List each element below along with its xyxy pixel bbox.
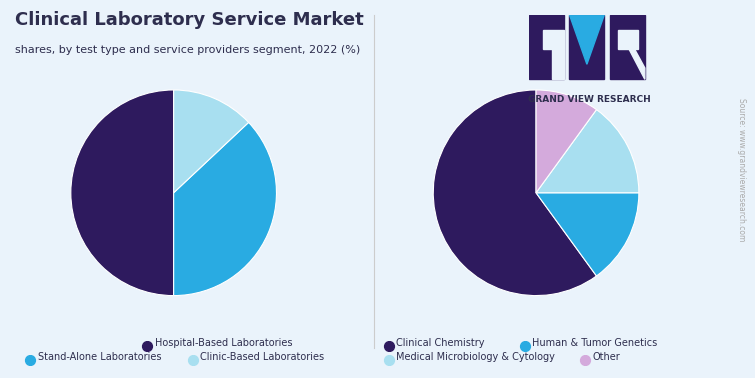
Wedge shape bbox=[536, 193, 639, 276]
Wedge shape bbox=[174, 90, 248, 193]
Text: Clinical Chemistry: Clinical Chemistry bbox=[396, 338, 485, 348]
Wedge shape bbox=[536, 110, 639, 193]
Text: Medical Microbiology & Cytology: Medical Microbiology & Cytology bbox=[396, 352, 555, 362]
Bar bbox=[528, 15, 563, 79]
Text: Other: Other bbox=[593, 352, 621, 362]
Text: shares, by test type and service providers segment, 2022 (%): shares, by test type and service provide… bbox=[15, 45, 360, 55]
Text: Human & Tumor Genetics: Human & Tumor Genetics bbox=[532, 338, 658, 348]
Bar bbox=[544, 30, 563, 49]
Text: Clinical Laboratory Service Market: Clinical Laboratory Service Market bbox=[15, 11, 364, 29]
Wedge shape bbox=[71, 90, 174, 296]
Point bbox=[383, 343, 395, 349]
Point bbox=[519, 343, 531, 349]
Bar bbox=[610, 15, 645, 79]
Point bbox=[141, 343, 153, 349]
Text: Source: www.grandviewresearch.com: Source: www.grandviewresearch.com bbox=[737, 98, 746, 242]
Point bbox=[186, 357, 199, 363]
Wedge shape bbox=[536, 90, 596, 193]
Bar bbox=[618, 30, 638, 49]
Polygon shape bbox=[569, 15, 604, 64]
Polygon shape bbox=[629, 49, 645, 79]
Bar bbox=[552, 49, 563, 79]
Point bbox=[24, 357, 36, 363]
Text: GRAND VIEW RESEARCH: GRAND VIEW RESEARCH bbox=[528, 94, 652, 104]
Text: Stand-Alone Laboratories: Stand-Alone Laboratories bbox=[38, 352, 162, 362]
Point bbox=[579, 357, 591, 363]
Point bbox=[383, 357, 395, 363]
Text: Hospital-Based Laboratories: Hospital-Based Laboratories bbox=[155, 338, 292, 348]
Text: Clinic-Based Laboratories: Clinic-Based Laboratories bbox=[200, 352, 324, 362]
Bar bbox=[569, 15, 604, 79]
Wedge shape bbox=[433, 90, 596, 296]
Wedge shape bbox=[174, 122, 276, 296]
